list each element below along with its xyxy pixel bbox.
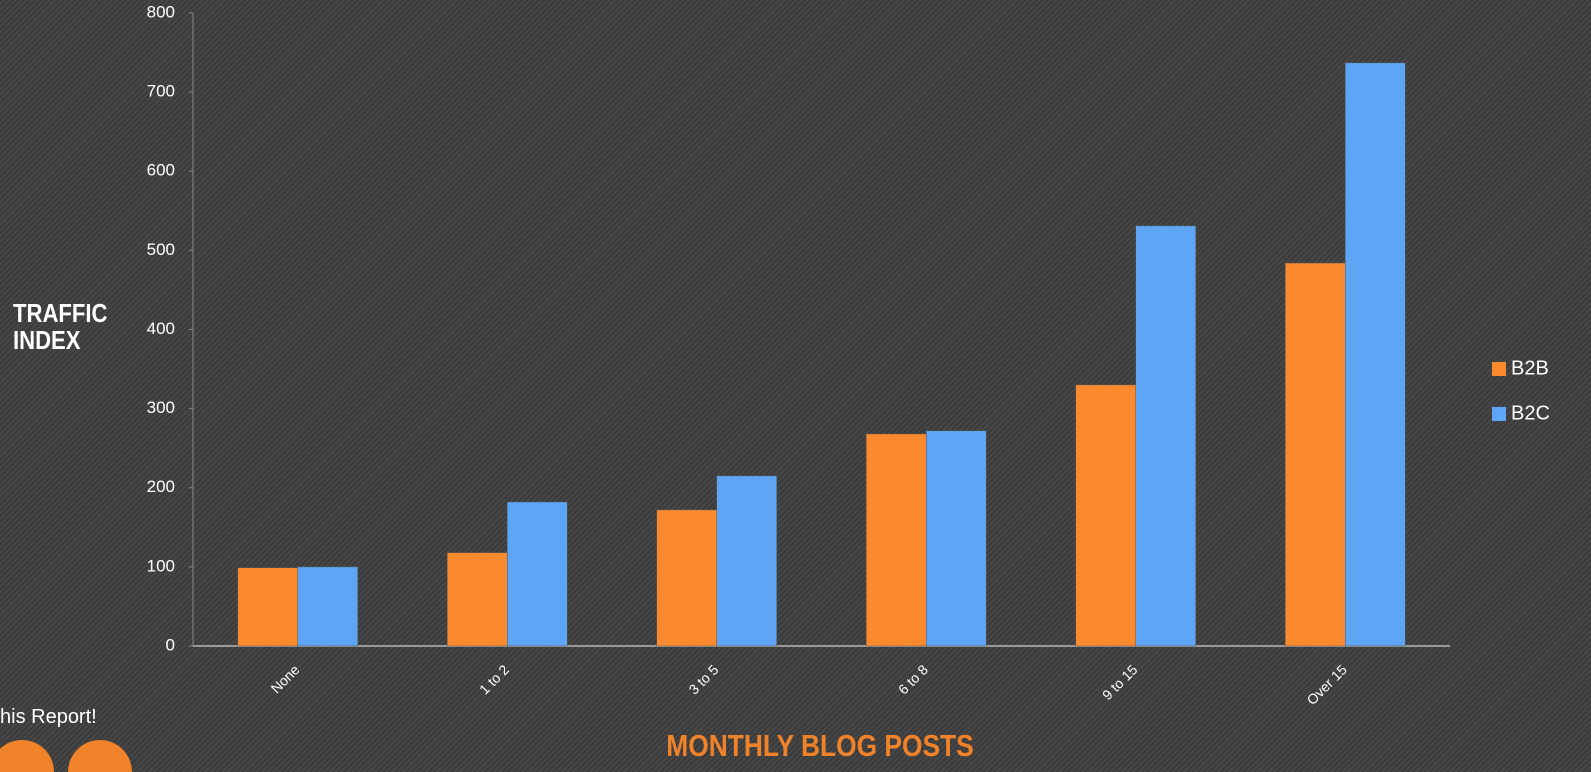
y-tick-label: 100 bbox=[147, 556, 175, 575]
y-axis-title: TRAFFIC INDEX bbox=[13, 298, 108, 355]
x-tick-label: 3 to 5 bbox=[685, 661, 721, 697]
x-tick-label: Over 15 bbox=[1303, 661, 1350, 708]
y-tick-label: 600 bbox=[147, 161, 175, 180]
legend-label: B2B bbox=[1511, 357, 1549, 379]
x-tick-label: None bbox=[268, 661, 303, 696]
bar bbox=[507, 501, 568, 647]
x-tick-label: 6 to 8 bbox=[895, 661, 931, 697]
bar bbox=[297, 566, 358, 647]
bar bbox=[237, 567, 298, 647]
y-tick-label: 800 bbox=[147, 2, 175, 21]
bar bbox=[1075, 384, 1136, 647]
share-icon[interactable] bbox=[0, 740, 54, 772]
bar bbox=[1135, 225, 1196, 647]
y-tick-label: 400 bbox=[147, 319, 175, 338]
y-tick-label: 200 bbox=[147, 477, 175, 496]
bar bbox=[926, 430, 987, 647]
bar bbox=[866, 433, 927, 647]
y-tick-label: 0 bbox=[166, 635, 175, 654]
x-tick-label: 9 to 15 bbox=[1099, 661, 1141, 703]
legend-swatch bbox=[1492, 407, 1506, 421]
bar bbox=[447, 552, 508, 647]
y-tick-label: 700 bbox=[147, 82, 175, 101]
y-tick-label: 300 bbox=[147, 398, 175, 417]
bar bbox=[656, 509, 717, 647]
bar bbox=[1345, 62, 1406, 647]
x-axis-title: MONTHLY BLOG POSTS bbox=[666, 728, 974, 763]
y-tick-label: 500 bbox=[147, 240, 175, 259]
legend-swatch bbox=[1492, 362, 1506, 376]
bar bbox=[1285, 262, 1346, 647]
share-icon[interactable] bbox=[68, 740, 132, 772]
x-tick-label: 1 to 2 bbox=[476, 661, 512, 697]
bar bbox=[716, 475, 777, 647]
legend-label: B2C bbox=[1511, 402, 1550, 424]
share-text: his Report! bbox=[0, 706, 97, 728]
